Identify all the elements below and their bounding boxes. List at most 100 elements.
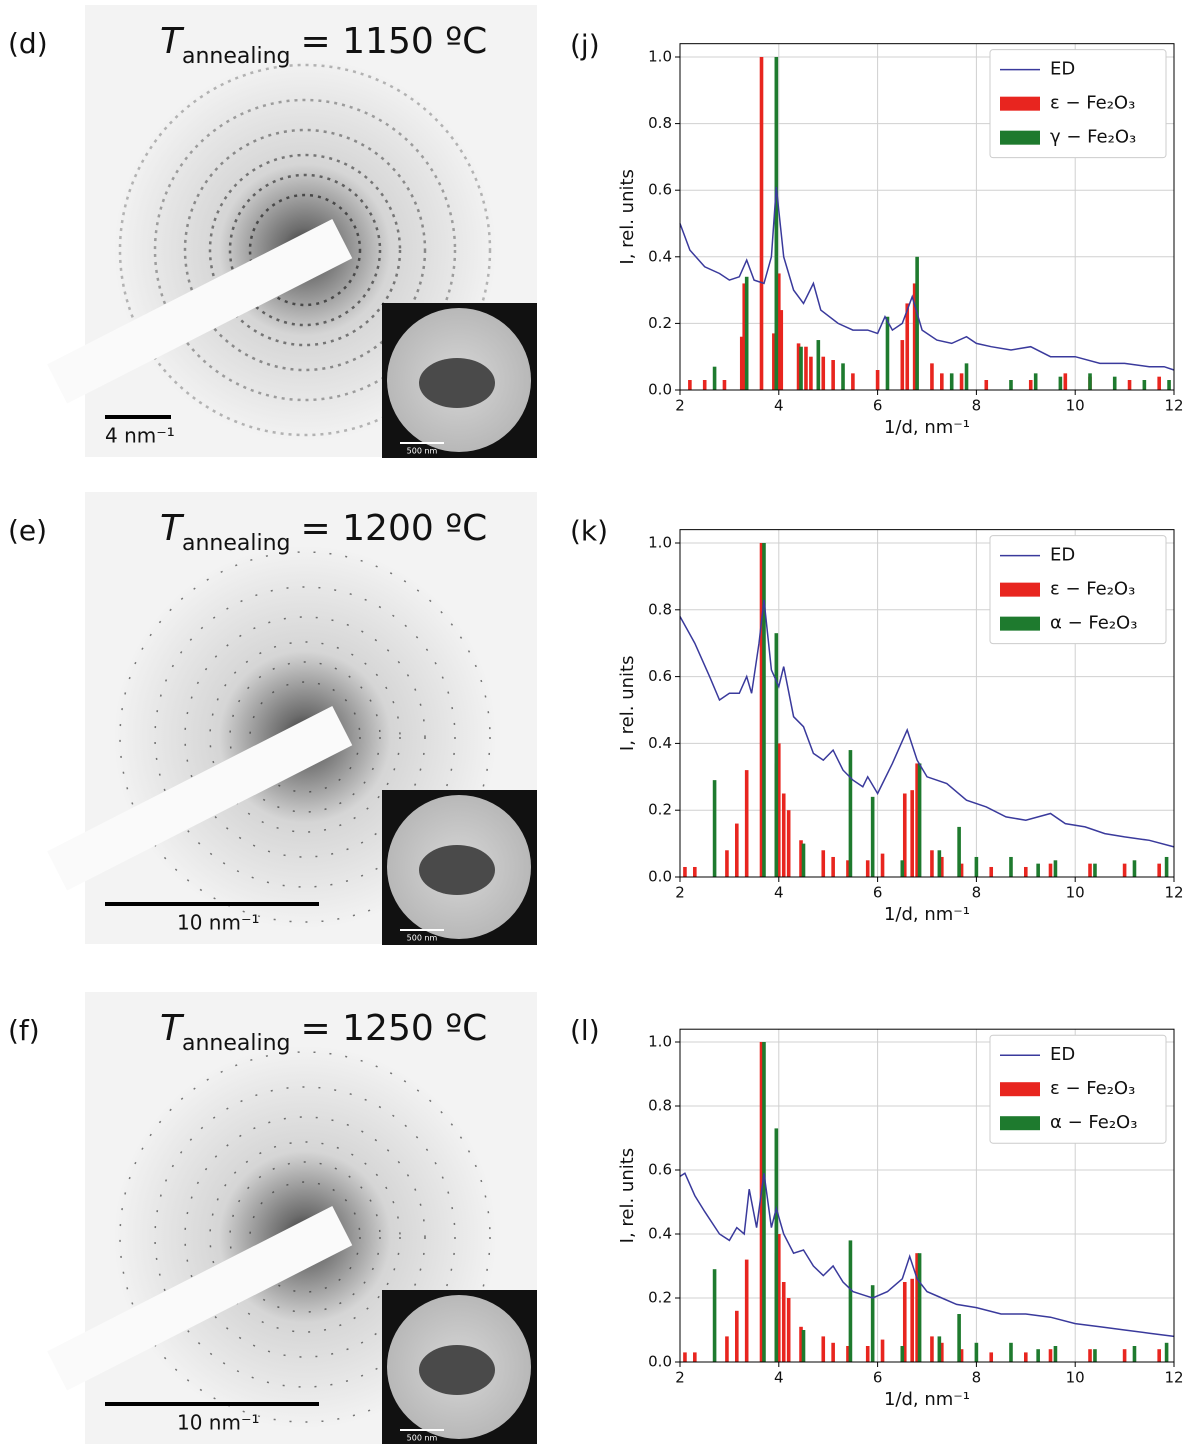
- diffraction-ring: [184, 1116, 426, 1358]
- bar: [1036, 863, 1040, 877]
- bar: [1033, 373, 1038, 390]
- panel-label: (f): [8, 1014, 40, 1047]
- bar: [831, 856, 835, 877]
- x-axis-label: 1/d, nm⁻¹: [884, 1389, 970, 1410]
- bar: [875, 370, 880, 390]
- bar: [937, 1336, 942, 1362]
- x-tick-label: 10: [1066, 397, 1085, 415]
- diffraction-ring: [229, 1161, 381, 1313]
- bar: [712, 1269, 717, 1362]
- y-tick-label: 0.2: [648, 801, 672, 819]
- bar: [683, 866, 687, 877]
- bar: [851, 373, 855, 390]
- bar: [940, 856, 944, 877]
- bar: [1088, 373, 1092, 390]
- bar: [735, 1310, 739, 1362]
- title-rest: = 1150 ºC: [301, 21, 488, 62]
- diffraction-ring: [183, 128, 427, 372]
- bar: [799, 346, 803, 390]
- bar: [1093, 1349, 1097, 1362]
- y-axis-label: I, rel. units: [617, 1148, 638, 1244]
- bar: [1053, 860, 1058, 877]
- y-tick-label: 0.8: [648, 600, 672, 618]
- chart-label: (l): [570, 1014, 600, 1047]
- x-axis-label: 1/d, nm⁻¹: [884, 417, 970, 438]
- bar: [900, 340, 905, 390]
- bar: [1122, 863, 1127, 877]
- x-tick-label: 12: [1164, 397, 1183, 415]
- bar: [744, 276, 749, 390]
- bar: [693, 1352, 697, 1362]
- diffraction-ring: [209, 641, 401, 833]
- chart-label: (k): [570, 515, 608, 548]
- title-symbol: T: [160, 21, 185, 62]
- bar: [1112, 376, 1117, 390]
- legend-label: ED: [1050, 1044, 1075, 1065]
- diffraction-panel: 500 nm 10 nm⁻¹ (e) Tannealing = 1200 ºC: [8, 492, 537, 945]
- bar: [910, 1278, 914, 1362]
- panel-label: (e): [8, 514, 47, 547]
- y-tick-label: 0.4: [648, 247, 672, 265]
- bar: [1142, 380, 1147, 390]
- bar: [725, 850, 729, 877]
- bar: [1157, 1349, 1161, 1362]
- bar: [1058, 376, 1063, 390]
- diffraction-ring: [119, 1051, 491, 1423]
- bar: [885, 316, 890, 390]
- bar: [865, 860, 870, 877]
- bar: [777, 273, 781, 390]
- ed-line: [679, 599, 1175, 848]
- y-axis-label: I, rel. units: [617, 656, 638, 752]
- y-axis-label: I, rel. units: [617, 169, 638, 265]
- bar: [779, 310, 784, 390]
- bar: [1024, 1352, 1028, 1362]
- inset-scale-label: 500 nm: [407, 934, 438, 943]
- diffraction-ring: [184, 616, 426, 858]
- panel-title: Tannealing = 1150 ºC: [160, 21, 487, 69]
- x-tick-label: 6: [873, 884, 883, 902]
- bar: [744, 770, 749, 877]
- bar: [915, 1253, 919, 1362]
- bar: [759, 57, 764, 390]
- diffraction-ring: [154, 1086, 456, 1388]
- legend-label: α − Fe₂O₃: [1050, 1112, 1137, 1133]
- y-tick-label: 0.4: [648, 1225, 672, 1243]
- y-tick-label: 0.6: [648, 667, 672, 685]
- bar: [739, 336, 744, 390]
- ed-line: [679, 186, 1175, 371]
- bar: [902, 1282, 907, 1362]
- bar: [722, 380, 727, 390]
- bar: [1167, 380, 1171, 390]
- panel-label: (d): [8, 27, 48, 60]
- diffraction-panel: 500 nm 10 nm⁻¹ (f) Tannealing = 1250 ºC: [8, 992, 537, 1445]
- bar: [841, 363, 845, 390]
- diffraction-ring: [249, 1181, 361, 1293]
- bar: [688, 380, 692, 390]
- bar: [804, 346, 808, 390]
- x-tick-label: 6: [873, 397, 883, 415]
- bar: [786, 810, 791, 877]
- bar: [940, 1342, 944, 1362]
- bar: [712, 366, 717, 390]
- bar: [712, 780, 717, 877]
- bar: [930, 1336, 934, 1362]
- bar: [959, 373, 964, 390]
- bar: [930, 363, 934, 390]
- bar: [777, 1234, 781, 1362]
- bar: [762, 543, 766, 877]
- y-tick-label: 1.0: [648, 48, 672, 66]
- diffraction-ring: [249, 681, 361, 793]
- bar: [799, 1326, 803, 1362]
- bar: [902, 793, 907, 877]
- bar: [1132, 1346, 1137, 1362]
- beam-stop: [47, 706, 353, 891]
- inset-scale-label: 500 nm: [407, 447, 438, 456]
- bar: [725, 1336, 729, 1362]
- legend-label: γ − Fe₂O₃: [1050, 127, 1136, 148]
- y-tick-label: 0.6: [648, 181, 672, 199]
- chart-label: (j): [570, 29, 600, 62]
- bar: [735, 823, 739, 877]
- bar: [957, 1314, 961, 1362]
- bar: [774, 633, 779, 877]
